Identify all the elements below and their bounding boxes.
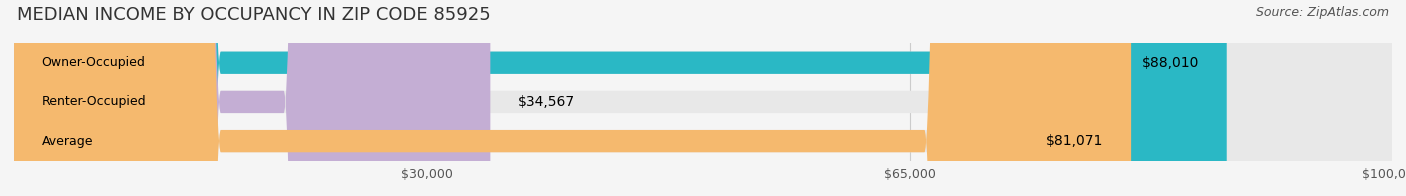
Text: $81,071: $81,071: [1046, 134, 1104, 148]
FancyBboxPatch shape: [14, 0, 1130, 196]
Text: $88,010: $88,010: [1142, 56, 1199, 70]
FancyBboxPatch shape: [14, 0, 1392, 196]
FancyBboxPatch shape: [14, 0, 1392, 196]
FancyBboxPatch shape: [14, 0, 491, 196]
Text: Source: ZipAtlas.com: Source: ZipAtlas.com: [1256, 6, 1389, 19]
Text: Owner-Occupied: Owner-Occupied: [42, 56, 145, 69]
FancyBboxPatch shape: [14, 0, 1226, 196]
Text: $34,567: $34,567: [517, 95, 575, 109]
FancyBboxPatch shape: [14, 0, 1392, 196]
Text: Average: Average: [42, 135, 93, 148]
Text: Renter-Occupied: Renter-Occupied: [42, 95, 146, 108]
Text: MEDIAN INCOME BY OCCUPANCY IN ZIP CODE 85925: MEDIAN INCOME BY OCCUPANCY IN ZIP CODE 8…: [17, 6, 491, 24]
